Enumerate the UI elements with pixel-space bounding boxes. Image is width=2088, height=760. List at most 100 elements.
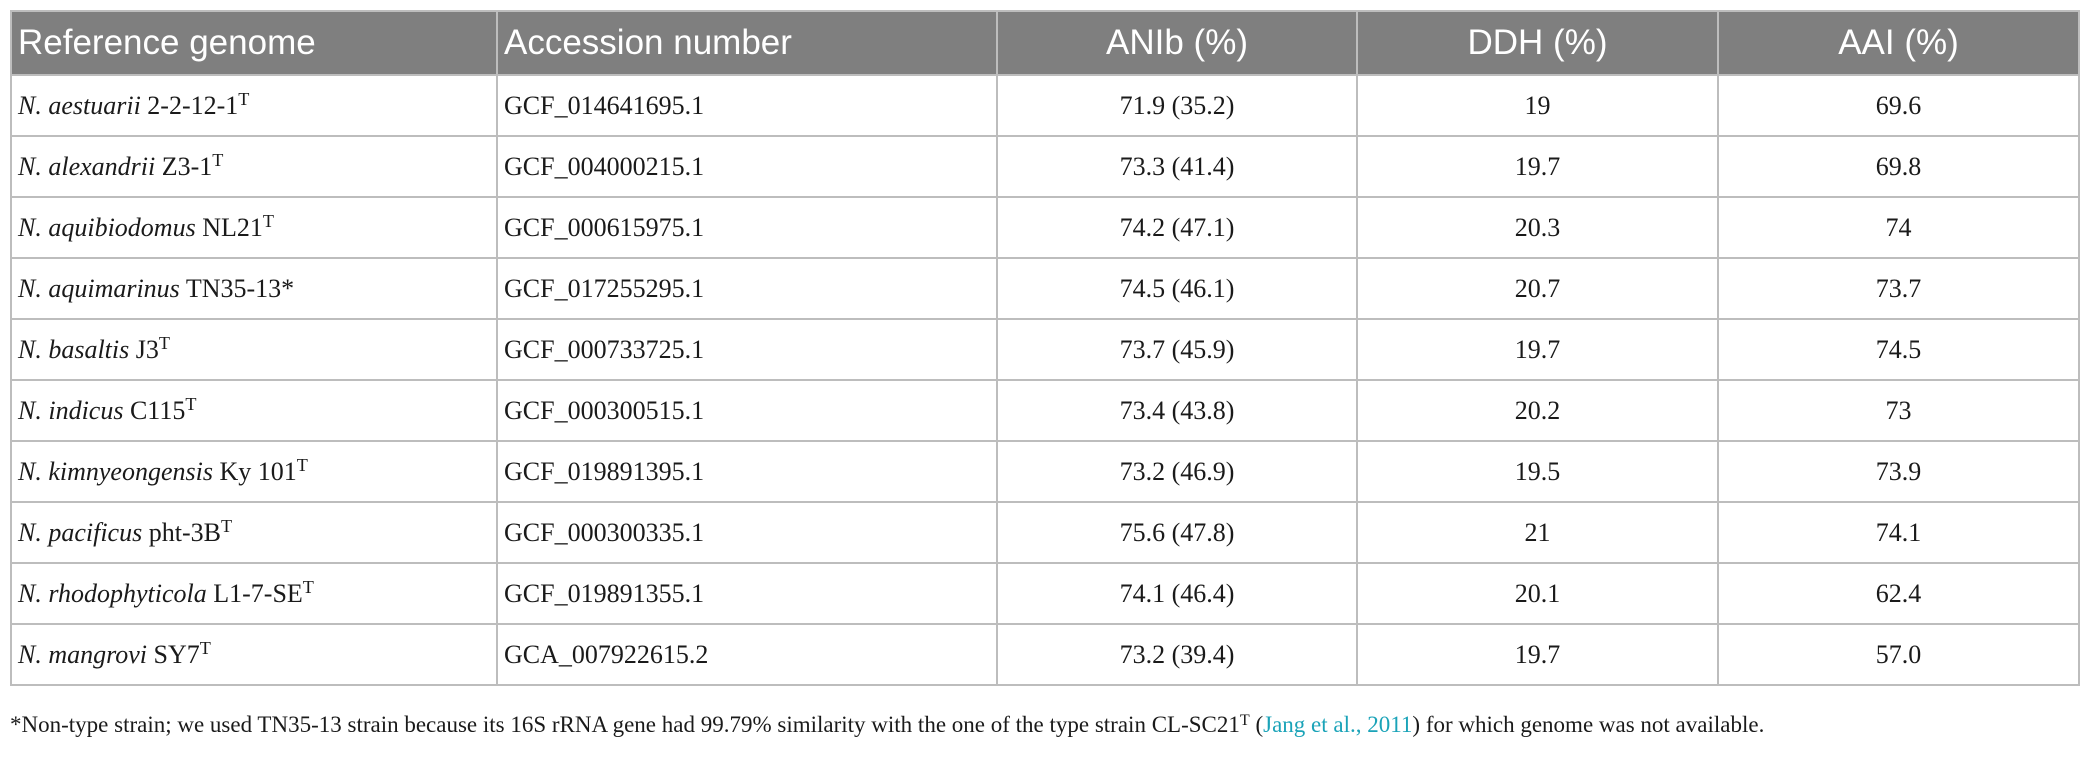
cell-anib: 73.3 (41.4) bbox=[996, 135, 1358, 198]
cell-ddh: 19.7 bbox=[1356, 318, 1719, 381]
cell-accession-number: GCF_017255295.1 bbox=[496, 257, 998, 320]
cell-aai: 73 bbox=[1717, 379, 2080, 442]
species-name: N. aquibiodomus bbox=[18, 212, 196, 242]
header-accession-number: Accession number bbox=[496, 10, 998, 76]
cell-ddh: 20.1 bbox=[1356, 562, 1719, 625]
cell-accession-number: GCF_019891395.1 bbox=[496, 440, 998, 503]
strain-name: J3 bbox=[129, 334, 159, 364]
cell-ddh: 20.7 bbox=[1356, 257, 1719, 320]
table-header-row: Reference genome Accession number ANIb (… bbox=[10, 10, 2080, 76]
strain-name: L1-7-SE bbox=[206, 578, 303, 608]
cell-aai: 74.5 bbox=[1717, 318, 2080, 381]
cell-ddh: 19.7 bbox=[1356, 623, 1719, 686]
species-name: N. aestuarii bbox=[18, 90, 141, 120]
species-name: N. rhodophyticola bbox=[18, 578, 207, 608]
footnote-text: *Non-type strain; we used TN35-13 strain… bbox=[10, 712, 1240, 737]
cell-anib: 73.4 (43.8) bbox=[996, 379, 1358, 442]
strain-name: C115 bbox=[123, 395, 186, 425]
cell-reference-genome: N. aquibiodomus NL21T bbox=[10, 196, 498, 259]
header-ddh: DDH (%) bbox=[1356, 10, 1719, 76]
cell-ddh: 19 bbox=[1356, 74, 1719, 137]
cell-aai: 69.8 bbox=[1717, 135, 2080, 198]
species-name: N. basaltis bbox=[18, 334, 130, 364]
type-strain-superscript: T bbox=[302, 577, 314, 598]
species-name: N. mangrovi bbox=[18, 639, 148, 669]
table-row: N. basaltis J3T GCF_000733725.1 73.7 (45.9… bbox=[10, 318, 2080, 381]
cell-aai: 73.9 bbox=[1717, 440, 2080, 503]
cell-accession-number: GCA_007922615.2 bbox=[496, 623, 998, 686]
table-row: N. indicus C115T GCF_000300515.1 73.4 (43.… bbox=[10, 379, 2080, 442]
strain-name: 2-2-12-1 bbox=[140, 90, 239, 120]
type-strain-superscript: T bbox=[220, 516, 233, 537]
type-strain-superscript: T bbox=[212, 150, 224, 171]
table-row: N. mangrovi SY7T GCA_007922615.2 73.2 (39.… bbox=[10, 623, 2080, 686]
cell-accession-number: GCF_019891355.1 bbox=[496, 562, 998, 625]
cell-ddh: 20.3 bbox=[1356, 196, 1719, 259]
cell-aai: 74.1 bbox=[1717, 501, 2080, 564]
cell-ddh: 19.7 bbox=[1356, 135, 1719, 198]
header-aai: AAI (%) bbox=[1717, 10, 2080, 76]
cell-reference-genome: N. indicus C115T bbox=[10, 379, 498, 442]
table-row: N. kimnyeongensis Ky 101T GCF_019891395.1… bbox=[10, 440, 2080, 503]
species-name: N. alexandrii bbox=[18, 151, 156, 181]
cell-anib: 73.2 (39.4) bbox=[996, 623, 1358, 686]
comparison-table-container: Reference genome Accession number ANIb (… bbox=[10, 10, 2080, 686]
type-strain-superscript: T bbox=[262, 211, 274, 232]
cell-ddh: 20.2 bbox=[1356, 379, 1719, 442]
table-footnote: *Non-type strain; we used TN35-13 strain… bbox=[10, 712, 2078, 738]
header-anib: ANIb (%) bbox=[996, 10, 1358, 76]
table-body: N. aestuarii 2-2-12-1T GCF_014641695.1 71.… bbox=[10, 74, 2080, 686]
footnote-open-paren: ( bbox=[1249, 712, 1264, 737]
type-strain-superscript: T bbox=[238, 89, 250, 110]
cell-ddh: 19.5 bbox=[1356, 440, 1719, 503]
type-strain-superscript: T bbox=[199, 638, 211, 659]
species-name: N. kimnyeongensis bbox=[18, 456, 213, 486]
cell-anib: 74.2 (47.1) bbox=[996, 196, 1358, 259]
table-row: N. aquibiodomus NL21T GCF_000615975.1 74.2… bbox=[10, 196, 2080, 259]
cell-reference-genome: N. aquimarinus TN35-13* bbox=[10, 257, 498, 320]
cell-accession-number: GCF_000615975.1 bbox=[496, 196, 998, 259]
strain-name: pht-3B bbox=[142, 517, 221, 547]
type-strain-superscript: T bbox=[296, 455, 308, 476]
cell-reference-genome: N. aestuarii 2-2-12-1T bbox=[10, 74, 498, 137]
cell-aai: 74 bbox=[1717, 196, 2080, 259]
type-strain-superscript: T bbox=[185, 394, 197, 415]
cell-aai: 57.0 bbox=[1717, 623, 2080, 686]
cell-reference-genome: N. pacificus pht-3BT bbox=[10, 501, 498, 564]
cell-anib: 74.1 (46.4) bbox=[996, 562, 1358, 625]
footnote-superscript: T bbox=[1239, 711, 1250, 729]
cell-aai: 62.4 bbox=[1717, 562, 2080, 625]
cell-accession-number: GCF_000300515.1 bbox=[496, 379, 998, 442]
strain-name: TN35-13* bbox=[179, 273, 295, 303]
cell-accession-number: GCF_000300335.1 bbox=[496, 501, 998, 564]
cell-anib: 73.2 (46.9) bbox=[996, 440, 1358, 503]
species-name: N. pacificus bbox=[18, 517, 143, 547]
table-row: N. aquimarinus TN35-13* GCF_017255295.1 74… bbox=[10, 257, 2080, 320]
cell-anib: 75.6 (47.8) bbox=[996, 501, 1358, 564]
table-row: N. pacificus pht-3BT GCF_000300335.1 75.6 … bbox=[10, 501, 2080, 564]
header-reference-genome: Reference genome bbox=[10, 10, 498, 76]
strain-name: NL21 bbox=[195, 212, 263, 242]
citation-link[interactable]: Jang et al., 2011 bbox=[1263, 712, 1413, 737]
cell-anib: 73.7 (45.9) bbox=[996, 318, 1358, 381]
cell-anib: 74.5 (46.1) bbox=[996, 257, 1358, 320]
cell-reference-genome: N. alexandrii Z3-1T bbox=[10, 135, 498, 198]
cell-accession-number: GCF_004000215.1 bbox=[496, 135, 998, 198]
table-row: N. aestuarii 2-2-12-1T GCF_014641695.1 71.… bbox=[10, 74, 2080, 137]
cell-anib: 71.9 (35.2) bbox=[996, 74, 1358, 137]
cell-aai: 73.7 bbox=[1717, 257, 2080, 320]
strain-name: Ky 101 bbox=[212, 456, 297, 486]
cell-aai: 69.6 bbox=[1717, 74, 2080, 137]
genome-comparison-table: Reference genome Accession number ANIb (… bbox=[10, 10, 2080, 686]
species-name: N. aquimarinus bbox=[18, 273, 180, 303]
cell-reference-genome: N. rhodophyticola L1-7-SET bbox=[10, 562, 498, 625]
cell-accession-number: GCF_014641695.1 bbox=[496, 74, 998, 137]
species-name: N. indicus bbox=[18, 395, 124, 425]
cell-reference-genome: N. basaltis J3T bbox=[10, 318, 498, 381]
cell-accession-number: GCF_000733725.1 bbox=[496, 318, 998, 381]
strain-name: Z3-1 bbox=[155, 151, 213, 181]
footnote-text-end: ) for which genome was not available. bbox=[1412, 712, 1765, 737]
table-row: N. rhodophyticola L1-7-SET GCF_019891355.… bbox=[10, 562, 2080, 625]
type-strain-superscript: T bbox=[158, 333, 170, 354]
table-row: N. alexandrii Z3-1T GCF_004000215.1 73.3 (… bbox=[10, 135, 2080, 198]
